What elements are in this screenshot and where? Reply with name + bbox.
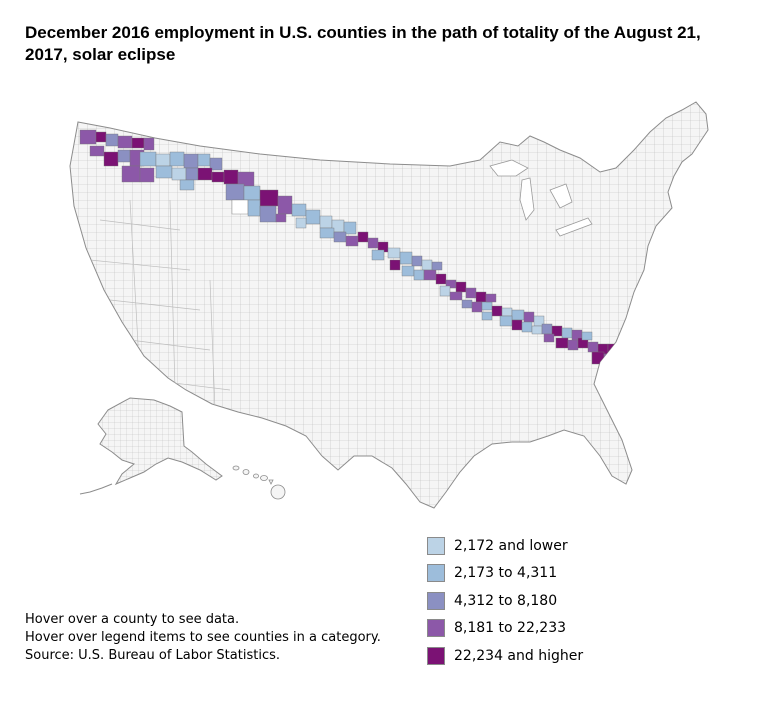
legend-label-4: 8,181 to 22,233 (454, 620, 567, 637)
hover-legend-note: Hover over legend items to see counties … (25, 630, 381, 645)
legend-item-3[interactable]: 4,312 to 8,180 (427, 587, 627, 615)
legend-swatch-1 (427, 536, 445, 555)
us-outline (69, 101, 709, 509)
totality-path[interactable] (79, 129, 631, 371)
legend-item-1[interactable]: 2,172 and lower (427, 532, 627, 560)
lake-erie (555, 217, 593, 237)
us-county-map[interactable] (60, 80, 750, 530)
legend-swatch-5 (427, 646, 445, 665)
hover-county-note: Hover over a county to see data. (25, 612, 240, 627)
lake-superior (489, 159, 529, 177)
lake-huron (549, 183, 573, 209)
map-svg[interactable] (60, 80, 750, 530)
alaska[interactable] (79, 397, 223, 495)
chart-title: December 2016 employment in U.S. countie… (25, 23, 701, 64)
notes: Hover over a county to see data. Hover o… (25, 611, 381, 665)
legend-label-3: 4,312 to 8,180 (454, 592, 558, 609)
contiguous-us[interactable] (69, 101, 709, 509)
legend-label-5: 22,234 and higher (454, 647, 584, 664)
legend: 2,172 and lower 2,173 to 4,311 4,312 to … (427, 532, 627, 670)
legend-swatch-2 (427, 564, 445, 583)
legend-swatch-4 (427, 619, 445, 638)
hawaii[interactable] (232, 465, 286, 500)
source-note: Source: U.S. Bureau of Labor Statistics. (25, 648, 280, 663)
legend-label-2: 2,173 to 4,311 (454, 565, 558, 582)
legend-item-5[interactable]: 22,234 and higher (427, 642, 627, 670)
legend-label-1: 2,172 and lower (454, 537, 568, 554)
legend-item-4[interactable]: 8,181 to 22,233 (427, 615, 627, 643)
legend-swatch-3 (427, 591, 445, 610)
lake-michigan (519, 177, 535, 221)
legend-item-2[interactable]: 2,173 to 4,311 (427, 560, 627, 588)
